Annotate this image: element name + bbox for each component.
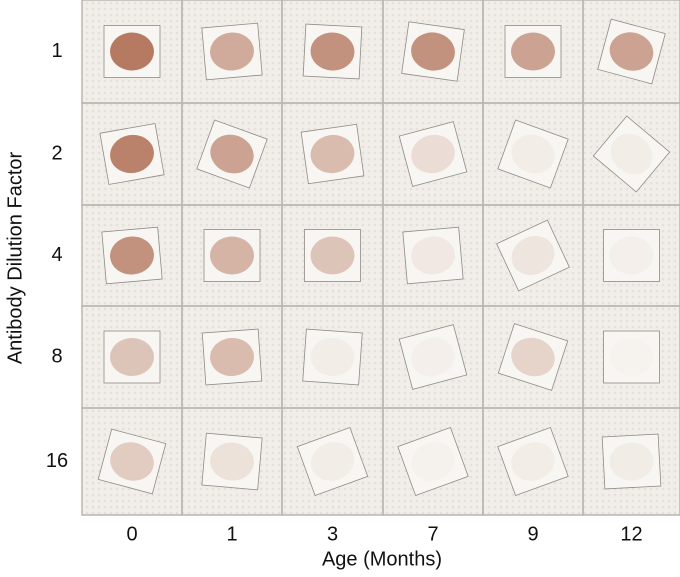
blot-square bbox=[603, 229, 660, 282]
blot bbox=[504, 25, 562, 78]
stain bbox=[110, 442, 154, 481]
blot bbox=[592, 115, 671, 193]
blot bbox=[300, 123, 365, 185]
column-label: 0 bbox=[126, 523, 137, 545]
stain bbox=[511, 32, 555, 71]
row-label: 16 bbox=[46, 450, 68, 472]
blot-square bbox=[201, 328, 263, 386]
stain bbox=[411, 32, 455, 71]
blot bbox=[201, 432, 263, 491]
stain bbox=[609, 442, 654, 481]
blot-square bbox=[97, 428, 167, 495]
blot-square bbox=[300, 123, 365, 185]
stain bbox=[411, 236, 455, 275]
column-label: 1 bbox=[226, 523, 237, 545]
blot-square bbox=[203, 229, 261, 282]
blot bbox=[302, 23, 363, 80]
blot bbox=[103, 25, 161, 78]
blot bbox=[497, 426, 569, 497]
membrane-photo bbox=[82, 0, 680, 515]
stain bbox=[411, 134, 455, 174]
blot-square bbox=[397, 426, 469, 497]
row-label: 1 bbox=[51, 40, 62, 62]
column-label: 7 bbox=[427, 523, 438, 545]
stain bbox=[511, 442, 555, 481]
blot bbox=[496, 219, 570, 292]
blot-square bbox=[603, 330, 660, 384]
row-label: 8 bbox=[51, 345, 62, 367]
blot-square bbox=[398, 324, 468, 390]
stain bbox=[310, 337, 355, 377]
blot bbox=[601, 433, 662, 490]
blot bbox=[201, 22, 263, 81]
blot bbox=[397, 426, 469, 497]
blot-square bbox=[402, 226, 464, 285]
blot bbox=[296, 426, 369, 497]
blot bbox=[196, 119, 268, 189]
stain bbox=[110, 32, 154, 71]
column-label: 3 bbox=[327, 523, 338, 545]
blot bbox=[103, 330, 161, 384]
blot-square bbox=[296, 426, 369, 497]
stain bbox=[310, 236, 355, 275]
blot-square bbox=[592, 115, 671, 193]
blot-square bbox=[201, 432, 263, 491]
stain bbox=[610, 338, 654, 376]
blot bbox=[603, 229, 660, 282]
blot bbox=[302, 328, 363, 386]
stain bbox=[110, 338, 154, 376]
stain bbox=[511, 337, 555, 377]
column-label: 12 bbox=[620, 523, 642, 545]
blot bbox=[304, 229, 361, 282]
x-axis-label: Age (Months) bbox=[322, 548, 442, 570]
blot bbox=[603, 330, 660, 384]
blot-square bbox=[103, 330, 161, 384]
blot bbox=[398, 324, 468, 390]
stain bbox=[511, 134, 555, 174]
blot-square bbox=[496, 219, 570, 292]
blot-square bbox=[302, 328, 363, 386]
stain bbox=[210, 236, 254, 275]
row-label: 4 bbox=[51, 244, 62, 266]
blot-square bbox=[497, 119, 569, 189]
blot bbox=[597, 18, 666, 85]
stain bbox=[610, 133, 653, 175]
grid-cell bbox=[582, 407, 680, 516]
stain bbox=[411, 337, 455, 377]
stain bbox=[210, 337, 254, 377]
blot-square bbox=[601, 433, 662, 490]
blot bbox=[203, 229, 261, 282]
blot bbox=[201, 328, 263, 386]
stain bbox=[310, 442, 355, 481]
blot bbox=[97, 428, 167, 495]
stain bbox=[609, 32, 654, 71]
stain bbox=[110, 236, 154, 275]
blot-square bbox=[398, 121, 468, 187]
blot bbox=[99, 123, 165, 185]
stain bbox=[511, 235, 555, 276]
blot bbox=[101, 226, 163, 285]
stain bbox=[110, 134, 154, 174]
blot-square bbox=[304, 229, 361, 282]
blot-square bbox=[497, 323, 569, 391]
blot bbox=[497, 323, 569, 391]
stain bbox=[210, 134, 254, 174]
stain bbox=[310, 32, 355, 71]
stain bbox=[210, 32, 254, 71]
row-label: 2 bbox=[51, 142, 62, 164]
blot-square bbox=[201, 22, 263, 81]
stain bbox=[310, 134, 355, 174]
blot bbox=[398, 121, 468, 187]
stain bbox=[210, 442, 254, 481]
blot bbox=[402, 226, 464, 285]
column-label: 9 bbox=[527, 523, 538, 545]
blot bbox=[497, 119, 569, 189]
y-axis-label: Antibody Dilution Factor bbox=[4, 152, 26, 365]
blot bbox=[401, 21, 465, 82]
stain bbox=[609, 236, 654, 275]
blot-square bbox=[497, 426, 569, 497]
